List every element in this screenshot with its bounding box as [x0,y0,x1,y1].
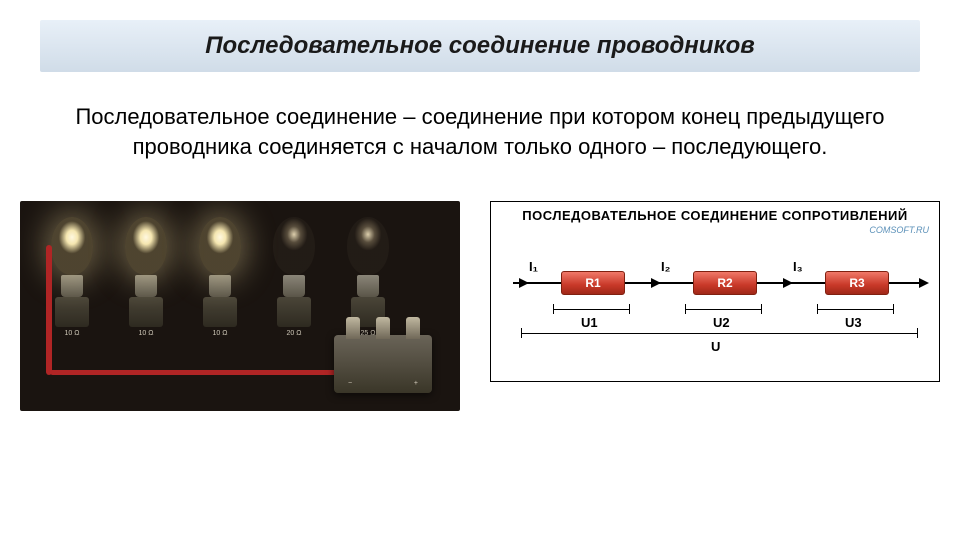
tick-mark [917,328,918,338]
voltage-label: U2 [713,315,730,330]
power-minus-label: − [348,380,352,387]
bulb-label: 10 Ω [213,330,228,337]
bulb: 20 Ω [264,217,324,337]
bulb: 10 Ω [190,217,250,337]
voltage-label: U3 [845,315,862,330]
binding-post-icon [406,317,420,339]
bulb-base-icon [357,275,379,297]
current-arrow-icon [783,278,793,288]
bulb-label: 10 Ω [65,330,80,337]
bulb-photo: 10 Ω10 Ω10 Ω20 Ω25 Ω−+ [20,201,460,411]
bulb: 10 Ω [116,217,176,337]
title-bar: Последовательное соединение проводников [40,20,920,72]
page-title: Последовательное соединение проводников [60,32,900,60]
resistor-icon: R2 [693,271,757,295]
bulb-glass-icon [51,217,93,275]
current-label: I₂ [661,259,670,274]
tick-mark [817,304,818,314]
bulb-base-icon [61,275,83,297]
voltage-label: U1 [581,315,598,330]
tick-mark [685,304,686,314]
power-plus-label: + [414,380,418,387]
bulb-label: 10 Ω [139,330,154,337]
tick-mark [761,304,762,314]
schematic-title: ПОСЛЕДОВАТЕЛЬНОЕ СОЕДИНЕНИЕ СОПРОТИВЛЕНИ… [501,208,929,223]
bulb-socket-icon [129,297,163,327]
dimension-line [553,309,629,310]
wire-icon [46,245,52,375]
wire-icon [50,370,350,375]
tick-mark [521,328,522,338]
binding-post-icon [346,317,360,339]
power-supply-icon: −+ [334,335,432,393]
tick-mark [553,304,554,314]
bulb-socket-icon [203,297,237,327]
bulb-label: 20 Ω [287,330,302,337]
total-voltage-label: U [711,339,720,354]
current-arrow-icon [519,278,529,288]
bulb-socket-icon [55,297,89,327]
schematic-credit: COMSOFT.RU [501,225,929,235]
bulb-base-icon [135,275,157,297]
content-row: 10 Ω10 Ω10 Ω20 Ω25 Ω−+ ПОСЛЕДОВАТЕЛЬНОЕ … [20,201,940,411]
bulb-base-icon [283,275,305,297]
current-arrow-icon [651,278,661,288]
resistor-icon: R3 [825,271,889,295]
binding-post-icon [376,317,390,339]
tick-mark [893,304,894,314]
dimension-line [817,309,893,310]
schematic-canvas: I₁ R1 U1 I₂ R2 U2 I₃ R3 U3 U [501,243,929,363]
current-label: I₃ [793,259,803,274]
bulb-glass-icon [199,217,241,275]
bulb-base-icon [209,275,231,297]
bulb-glass-icon [347,217,389,275]
resistor-icon: R1 [561,271,625,295]
dimension-line [685,309,761,310]
bulb-glass-icon [125,217,167,275]
bulb-socket-icon [277,297,311,327]
bulb-glass-icon [273,217,315,275]
definition-text: Последовательное соединение – соединение… [50,102,910,161]
current-arrow-icon [919,278,929,288]
dimension-line [521,333,917,334]
current-label: I₁ [529,259,538,274]
schematic-panel: ПОСЛЕДОВАТЕЛЬНОЕ СОЕДИНЕНИЕ СОПРОТИВЛЕНИ… [490,201,940,382]
tick-mark [629,304,630,314]
